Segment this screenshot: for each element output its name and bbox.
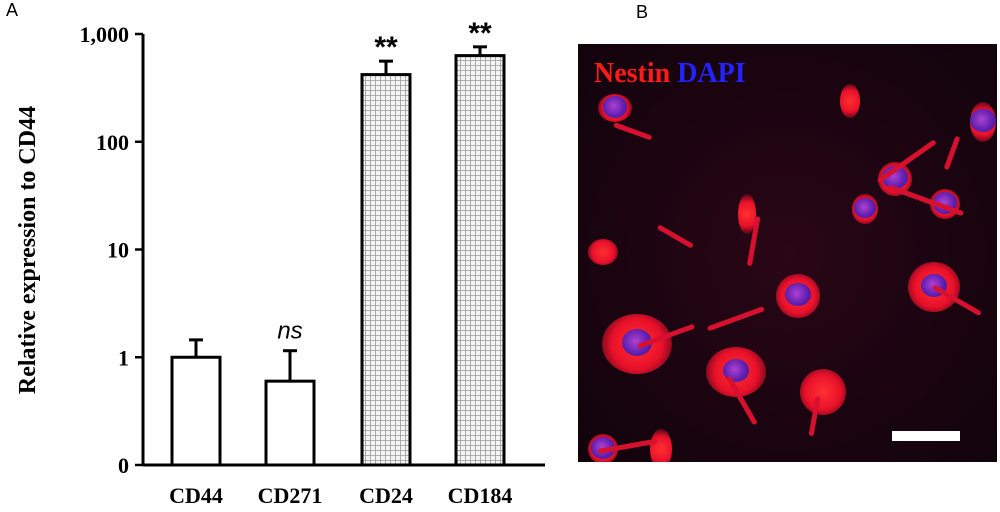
- category-label: CD271: [258, 483, 323, 508]
- cell-body: [738, 194, 756, 234]
- bar-cd24: [360, 73, 412, 467]
- y-tick-label: 0: [118, 453, 129, 478]
- ns-annotation: ns: [277, 318, 302, 345]
- bar-chart: 0 1 10 100 1,000 CD44 CD271 CD24 CD184 ns ** ** R…: [15, 17, 545, 508]
- cell-body: [588, 239, 618, 265]
- y-axis: 0 1 10 100 1,000: [80, 22, 545, 478]
- scale-bar: [892, 431, 960, 441]
- nucleus: [970, 109, 996, 133]
- category-label: CD184: [448, 483, 513, 508]
- legend-nestin: Nestin: [594, 58, 671, 89]
- cell-process: [943, 135, 961, 171]
- panel-label-b: B: [636, 2, 649, 22]
- nucleus: [603, 96, 627, 118]
- category-labels: CD44 CD271 CD24 CD184: [169, 483, 512, 508]
- micrograph-legend: Nestin DAPI: [594, 58, 746, 90]
- bar-cd184: [454, 54, 506, 467]
- cell-body: [800, 369, 846, 415]
- significance-annotation: **: [468, 17, 492, 50]
- significance-annotations: ns ** **: [277, 17, 492, 345]
- category-label: CD44: [169, 483, 223, 508]
- y-axis-label: Relative expression to CD44: [15, 106, 41, 394]
- bar-cd271: [264, 379, 316, 467]
- bar-cd44: [170, 355, 222, 467]
- legend-dapi: DAPI: [677, 58, 746, 89]
- nestin-dapi-micrograph: Nestin DAPI: [578, 44, 997, 462]
- cell-process: [613, 122, 653, 141]
- panel-label-a: A: [6, 0, 19, 20]
- category-label: CD24: [359, 483, 413, 508]
- cell-process: [656, 224, 694, 249]
- cell-body: [840, 84, 860, 118]
- y-tick-label: 1: [118, 345, 129, 370]
- significance-annotation: **: [374, 31, 398, 64]
- y-tick-label: 1,000: [80, 22, 130, 47]
- y-tick-label: 10: [107, 238, 129, 263]
- bar-series: [170, 45, 506, 467]
- y-tick-label: 100: [96, 130, 129, 155]
- nucleus: [785, 283, 811, 307]
- cell-body: [650, 429, 672, 462]
- nucleus: [854, 198, 876, 218]
- cell-process: [706, 306, 765, 332]
